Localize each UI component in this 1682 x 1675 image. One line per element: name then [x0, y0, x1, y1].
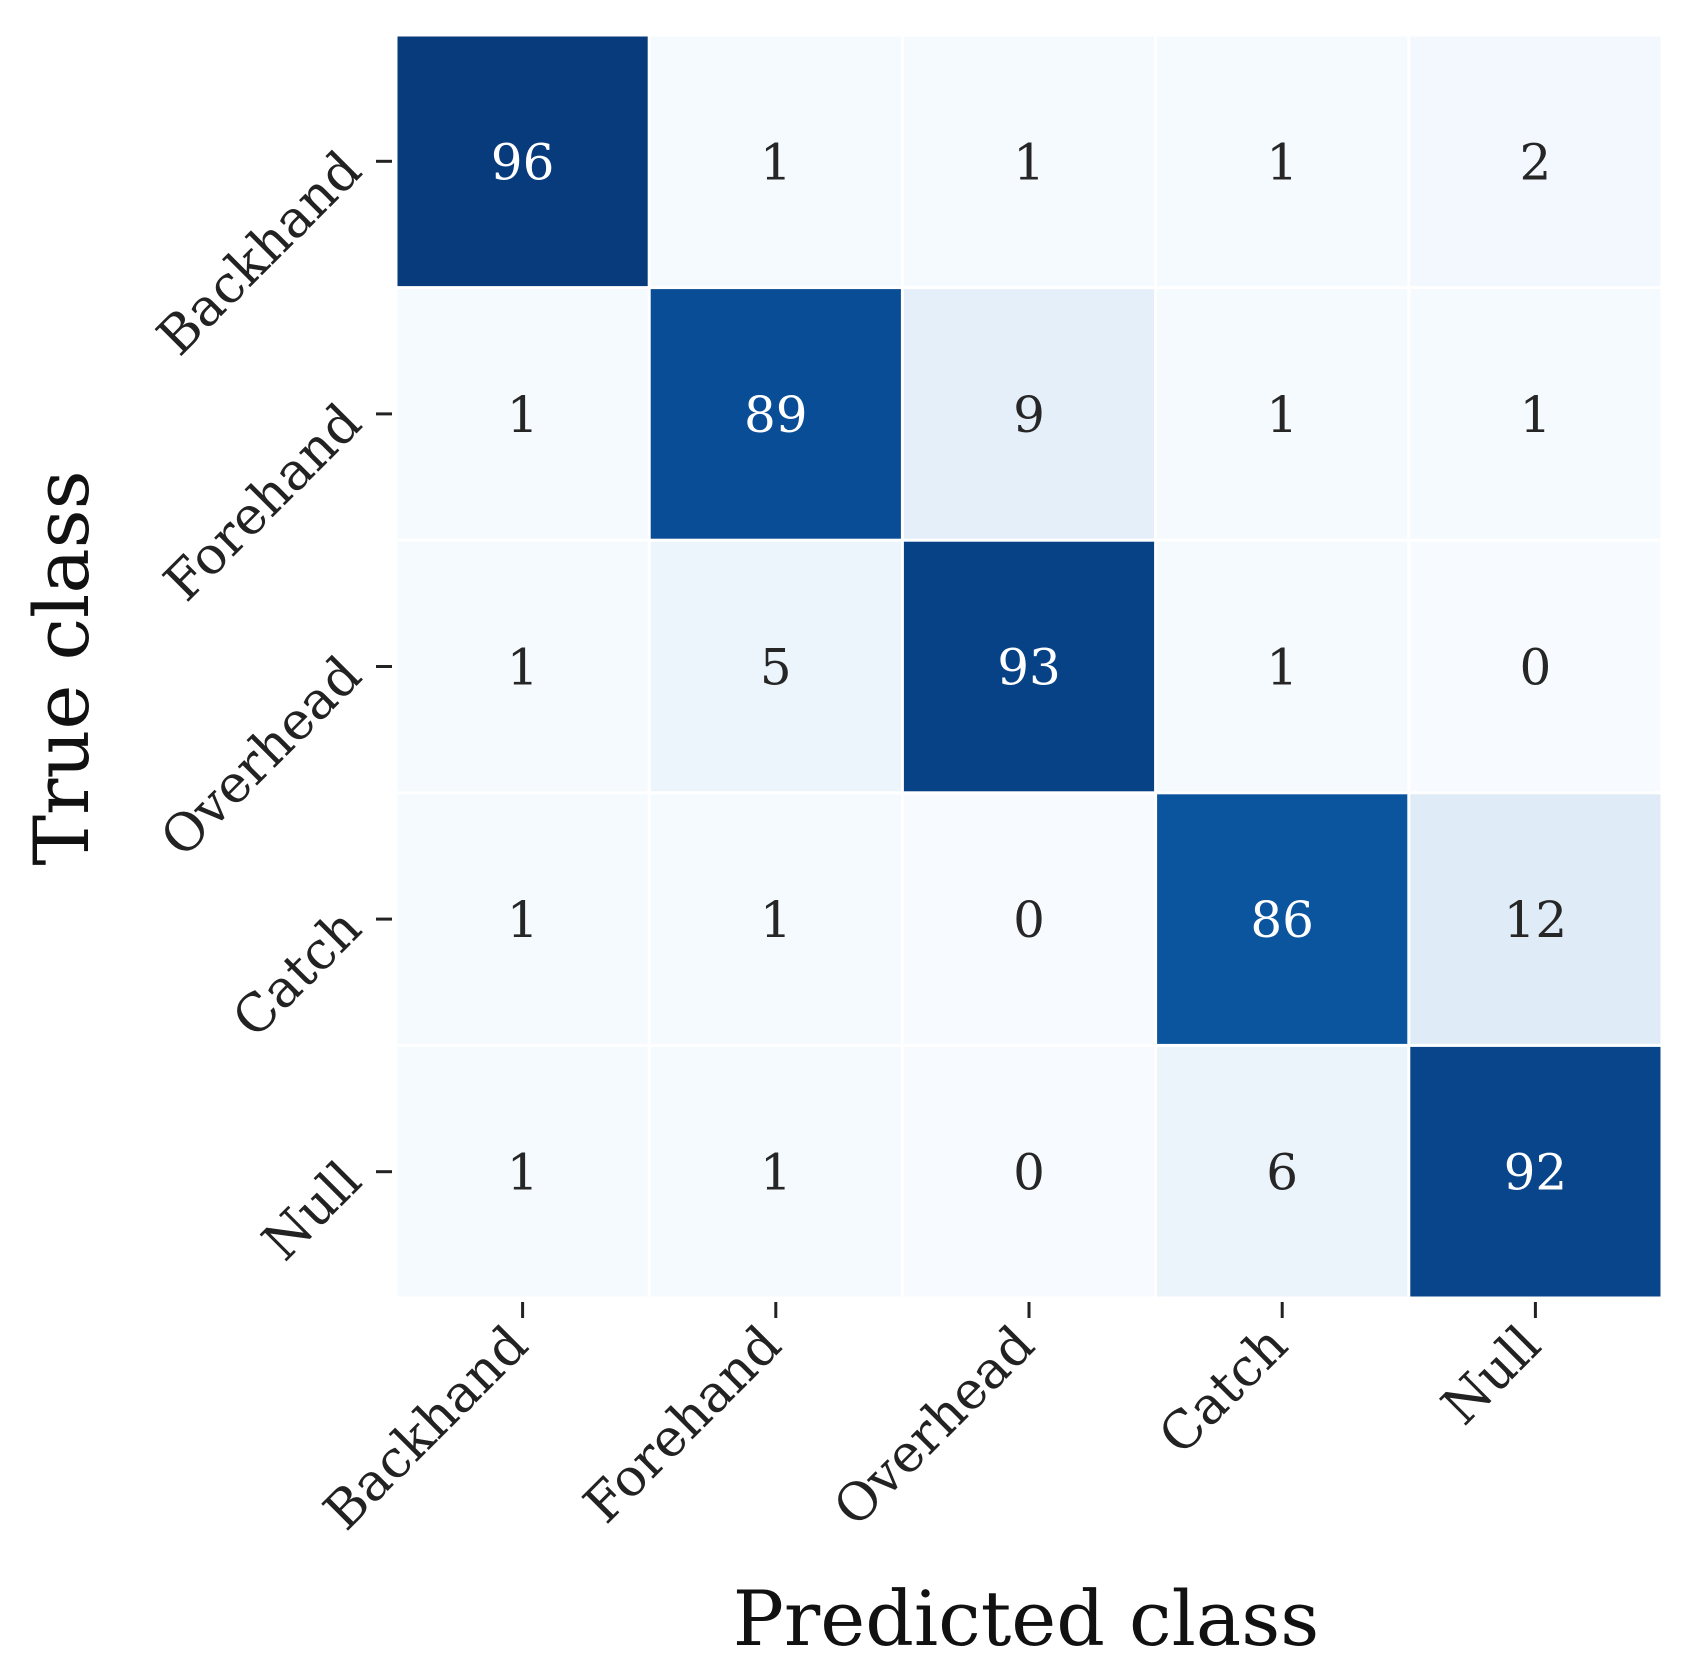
x-axis-ticks: Backhand Forehand Overhead Catch Null	[313, 1302, 1553, 1542]
heatmap-cell-r3-c1	[650, 794, 901, 1044]
heatmap-cell-r1-c3	[1157, 289, 1408, 539]
y-axis-ticks: Backhand Forehand Overhead Catch Null	[146, 140, 392, 1272]
cell-value-label: 92	[1504, 1144, 1568, 1202]
heatmap-cell-r1-c1	[650, 289, 901, 539]
x-tick-label-null: Null	[1431, 1315, 1553, 1437]
cell-value-label: 1	[760, 133, 792, 191]
x-tick-label-forehand: Forehand	[573, 1315, 793, 1535]
y-tick-label-overhead: Overhead	[150, 645, 374, 869]
y-tick-label-null: Null	[251, 1150, 373, 1272]
cell-value-label: 89	[744, 386, 808, 444]
heatmap-cell-r2-c1	[650, 541, 901, 792]
heatmap-cell-r3-c4	[1410, 794, 1661, 1044]
heatmap-cell-r0-c1	[650, 36, 901, 287]
heatmap-cell-r0-c4	[1410, 36, 1661, 287]
cell-value-label: 9	[1013, 386, 1045, 444]
heatmap-cell-r0-c0	[397, 36, 648, 287]
cell-value-label: 1	[1266, 386, 1298, 444]
cell-value-label: 1	[507, 386, 539, 444]
x-tick-label-catch: Catch	[1148, 1315, 1300, 1467]
heatmap-cell-r1-c4	[1410, 289, 1661, 539]
cell-value-label: 1	[507, 891, 539, 949]
heatmap-cell-r1-c0	[397, 289, 648, 539]
heatmap-cell-r2-c3	[1157, 541, 1408, 792]
heatmap-cell-r4-c3	[1157, 1046, 1408, 1297]
cell-value-label: 86	[1250, 891, 1314, 949]
x-tick-label-backhand: Backhand	[313, 1315, 540, 1542]
heatmap-cell-r2-c0	[397, 541, 648, 792]
cell-value-label: 1	[1266, 639, 1298, 697]
cell-value-label: 1	[1013, 133, 1045, 191]
cell-value-label: 0	[1013, 891, 1045, 949]
heatmap-cell-r0-c3	[1157, 36, 1408, 287]
heatmap-cell-r2-c4	[1410, 541, 1661, 792]
heatmap-cell-r4-c2	[903, 1046, 1155, 1297]
cell-value-label: 1	[760, 891, 792, 949]
cell-value-label: 0	[1013, 1144, 1045, 1202]
heatmap-cell-r3-c3	[1157, 794, 1408, 1044]
y-tick-label-forehand: Forehand	[153, 393, 373, 613]
y-axis-title: True class	[17, 470, 106, 865]
heatmap-cell-r3-c0	[397, 794, 648, 1044]
heatmap-cells: 96 1 1 1 21 89 9 1 11 5 93 1 01 1 0 86 121 1 0 6 92	[397, 36, 1661, 1297]
heatmap-cell-r0-c2	[903, 36, 1155, 287]
cell-value-label: 6	[1266, 1144, 1298, 1202]
cell-value-label: 1	[1266, 133, 1298, 191]
heatmap-cell-r1-c2	[903, 289, 1155, 539]
heatmap-cell-r4-c4	[1410, 1046, 1661, 1297]
y-tick-label-catch: Catch	[222, 898, 374, 1050]
x-axis-title: Predicted class	[733, 1574, 1319, 1663]
heatmap-cell-r3-c2	[903, 794, 1155, 1044]
cell-value-label: 1	[760, 1144, 792, 1202]
heatmap-cell-r4-c0	[397, 1046, 648, 1297]
y-tick-label-backhand: Backhand	[146, 140, 373, 367]
cell-value-label: 1	[507, 1144, 539, 1202]
cell-value-label: 1	[507, 639, 539, 697]
cell-value-label: 12	[1504, 891, 1568, 949]
x-tick-label-overhead: Overhead	[823, 1315, 1047, 1539]
cell-value-label: 2	[1519, 133, 1551, 191]
cell-value-label: 1	[1519, 386, 1551, 444]
cell-value-label: 0	[1519, 639, 1551, 697]
heatmap-cell-r2-c2	[903, 541, 1155, 792]
cell-value-label: 96	[491, 133, 555, 191]
cell-value-label: 93	[997, 639, 1061, 697]
cell-value-label: 5	[760, 639, 792, 697]
heatmap-cell-r4-c1	[650, 1046, 901, 1297]
